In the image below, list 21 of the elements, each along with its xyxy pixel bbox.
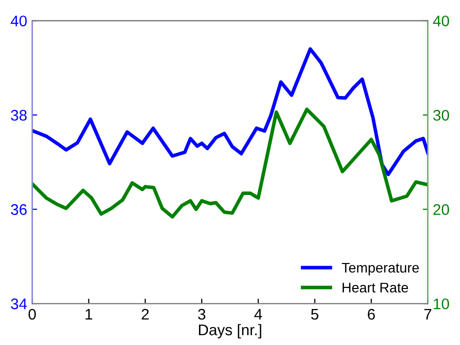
y-tick-label: 36 <box>10 204 27 215</box>
y2-tick-label: 40 <box>433 16 450 26</box>
legend-label: Temperature <box>342 262 419 276</box>
x-tick-label: 6 <box>368 308 375 320</box>
x-tick-label: 5 <box>311 309 318 320</box>
line-series <box>32 47 428 176</box>
y-tick-label: 38 <box>10 110 27 121</box>
y-tick-label: 40 <box>10 16 27 26</box>
y2-tick-label: 10 <box>434 298 450 310</box>
x-tick-label: 4 <box>254 309 262 320</box>
x-tick-label: 0 <box>28 308 36 320</box>
line-series <box>32 108 428 219</box>
legend-label: Heart Rate <box>342 282 408 293</box>
x-tick-label: 3 <box>198 308 206 320</box>
x-tick-label: 2 <box>142 308 149 320</box>
x-tick-label: 1 <box>86 309 92 320</box>
y-tick-label: 34 <box>10 298 27 310</box>
y2-tick-label: 30 <box>433 110 450 121</box>
x-axis-title: Days [nr.] <box>198 324 262 338</box>
x-tick-label: 7 <box>424 309 432 320</box>
y2-tick-label: 20 <box>433 204 450 215</box>
